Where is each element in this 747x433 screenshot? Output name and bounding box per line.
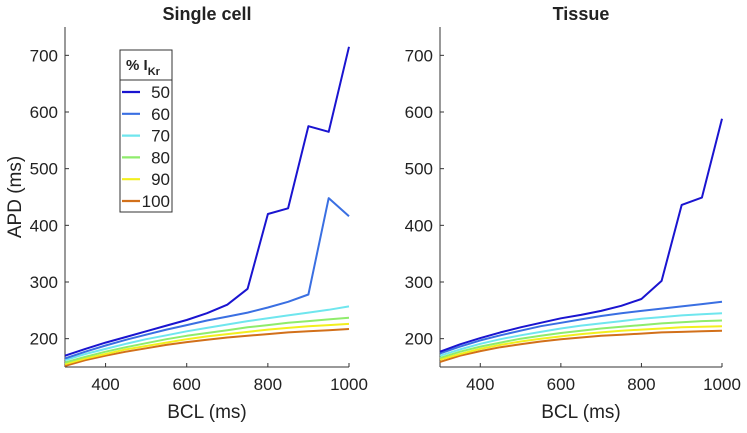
legend-item-100: 100: [122, 192, 170, 211]
y-tick-label: 300: [30, 273, 58, 292]
y-tick-label: 200: [405, 330, 433, 349]
legend-label: 70: [151, 127, 170, 146]
legend-item-90: 90: [122, 170, 170, 189]
y-tick-label: 600: [30, 103, 58, 122]
y-tick-label: 400: [30, 216, 58, 235]
y-tick-label: 200: [30, 330, 58, 349]
chart-title: Single cell: [162, 4, 251, 24]
series-line-50: [439, 118, 723, 353]
legend-title: % IKr: [126, 57, 161, 78]
series-line-50: [64, 46, 350, 357]
single-cell-plot: Single cell 400 600 800 1000 200 300 400 500 600 7…: [5, 4, 368, 423]
x-tick-label: 600: [547, 375, 575, 394]
y-tick-label: 500: [30, 160, 58, 179]
x-tick-label: 800: [254, 375, 282, 394]
series-line-60: [64, 197, 350, 360]
legend-item-70: 70: [122, 127, 170, 146]
legend-item-80: 80: [122, 148, 170, 167]
y-axis-label: APD (ms): [5, 156, 26, 238]
x-axis-label: BCL (ms): [167, 402, 247, 423]
y-tick-label: 300: [405, 273, 433, 292]
legend: % IKr 50 60 70 80 90 100: [119, 49, 173, 213]
chart-title: Tissue: [553, 4, 610, 24]
y-tick-label: 500: [405, 160, 433, 179]
series-line-80: [64, 316, 350, 364]
legend-label: 60: [151, 105, 170, 124]
series-line-80: [439, 319, 723, 359]
y-tick-label: 700: [405, 46, 433, 65]
x-tick-label: 400: [91, 375, 119, 394]
series-line-90: [439, 325, 723, 361]
x-tick-label: 600: [173, 375, 201, 394]
legend-label: 80: [151, 148, 170, 167]
y-tick-label: 400: [405, 216, 433, 235]
legend-item-50: 50: [122, 83, 170, 102]
series-line-100: [439, 329, 723, 363]
series-line-90: [64, 322, 350, 366]
legend-item-60: 60: [122, 105, 170, 124]
tissue-plot: Tissue 400 600 800 1000 200 300 400 500 600 700 BCL…: [405, 4, 741, 423]
series-line-100: [64, 328, 350, 367]
legend-label: 50: [151, 83, 170, 102]
x-tick-label: 1000: [330, 375, 368, 394]
y-tick-label: 700: [30, 46, 58, 65]
x-tick-label: 400: [466, 375, 494, 394]
x-axis-label: BCL (ms): [541, 402, 621, 423]
y-tick-label: 600: [405, 103, 433, 122]
series-line-70: [439, 312, 723, 357]
x-tick-label: 800: [627, 375, 655, 394]
legend-title-subscript: Kr: [148, 66, 161, 78]
legend-title-main: % I: [126, 57, 148, 74]
legend-label: 90: [151, 170, 170, 189]
x-tick-label: 1000: [703, 375, 741, 394]
series-line-60: [439, 300, 723, 355]
legend-box: [119, 49, 173, 213]
legend-label: 100: [142, 192, 170, 211]
series-line-70: [64, 305, 350, 362]
